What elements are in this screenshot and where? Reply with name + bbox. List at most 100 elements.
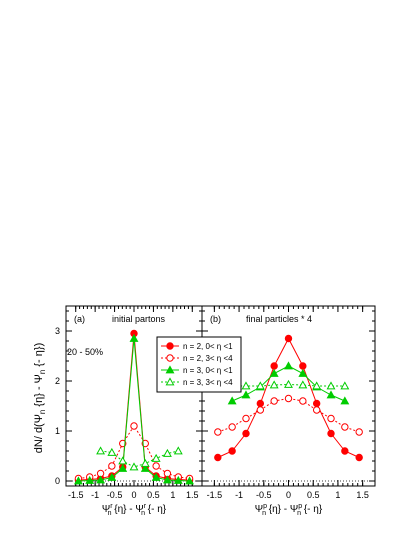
y-tick-label: 0 <box>55 476 60 486</box>
data-point <box>140 458 150 467</box>
data-point <box>312 406 321 414</box>
x-axis-label-part: p <box>263 503 267 510</box>
legend-marker <box>165 365 175 374</box>
data-point <box>129 333 139 342</box>
x-tick-label: 0.5 <box>307 490 320 500</box>
data-point <box>284 394 293 403</box>
data-point <box>326 390 336 399</box>
data-point <box>270 362 278 370</box>
x-tick-label: 0 <box>286 490 291 500</box>
panel-b: -1.5 -1 -0.5 0 0.5 1 1.5 (b) final particles * 4… <box>201 305 376 517</box>
data-point <box>241 381 251 390</box>
data-point <box>298 380 308 389</box>
ylabel-main: dN/ d(Ψ <box>33 414 45 453</box>
series-line <box>78 425 190 479</box>
svg-text:dN/ d(Ψn {η} - Ψn {- η}): dN/ d(Ψn {η} - Ψn {- η}) <box>33 343 47 453</box>
x-tick-label: -1.5 <box>68 490 84 500</box>
data-point <box>312 381 322 390</box>
data-point <box>162 448 172 457</box>
data-point <box>214 453 222 462</box>
data-point <box>327 414 335 423</box>
data-point <box>269 368 279 377</box>
x-axis-label-part: n <box>108 510 112 517</box>
x-tick-label: 0.5 <box>147 490 160 500</box>
data-point <box>152 462 160 470</box>
panel-title: initial partons <box>112 314 166 324</box>
data-point <box>256 399 265 408</box>
data-point <box>162 475 172 484</box>
y-axis-label: dN/ d(Ψn {η} - Ψn {- η}) <box>33 343 47 453</box>
x-tick-label: -1 <box>91 490 99 500</box>
data-point <box>340 396 350 405</box>
series-2 <box>73 333 195 485</box>
data-point <box>118 456 128 465</box>
x-axis-label-part: p <box>298 503 302 510</box>
data-point <box>355 428 363 436</box>
x-axis-label: Ψp n {η} - Ψp n {- η} <box>255 503 323 517</box>
x-tick-label: 1.5 <box>356 490 369 500</box>
x-axis-label-part: {- η} <box>301 504 323 515</box>
x-axis-label-part: n <box>262 510 266 517</box>
panels: -1.5 -1 -0.5 0 0.5 1 1.5 0 1 2 3 (a) initial partons… <box>55 305 376 517</box>
ylabel-mid: {η} - Ψ <box>33 374 45 410</box>
data-point <box>284 379 293 388</box>
data-point <box>269 380 279 389</box>
data-point <box>228 423 236 431</box>
data-point <box>85 475 95 484</box>
x-axis-label-part: n <box>141 510 145 517</box>
data-point <box>96 475 106 484</box>
y-tick-label: 3 <box>55 326 60 336</box>
series-3 <box>227 379 350 390</box>
series-line <box>217 397 360 433</box>
data-point <box>312 399 321 408</box>
legend: n = 2, 0< η <1 n = 2, 3< η <4 n = 3, 0< η … <box>156 336 242 393</box>
x-tick-label: 1 <box>335 490 340 500</box>
legend-label: n = 3, 0< η <1 <box>183 366 233 375</box>
data-point <box>284 361 293 370</box>
data-point <box>284 334 293 343</box>
legend-label: n = 2, 0< η <1 <box>183 342 233 351</box>
data-point <box>270 397 278 405</box>
ylabel-sub2: n <box>38 370 47 374</box>
data-point <box>107 472 117 481</box>
x-tick-label: 1.5 <box>186 490 199 500</box>
data-point <box>173 446 183 455</box>
x-tick-label: -1 <box>235 490 243 500</box>
data-point <box>173 475 183 484</box>
data-point <box>340 381 350 390</box>
data-point <box>341 423 349 431</box>
y-tick-label: 2 <box>55 376 60 386</box>
data-point <box>298 368 308 377</box>
panel-label: (b) <box>210 314 221 324</box>
data-point <box>108 462 116 470</box>
x-axis-label-part: n <box>297 510 301 517</box>
ylabel-sub1: n <box>38 410 47 414</box>
data-point <box>151 453 161 462</box>
x-tick-label: -0.5 <box>256 490 272 500</box>
x-axis-label-part: Ψ <box>102 504 110 515</box>
legend-label: n = 2, 3< η <4 <box>183 354 233 363</box>
x-axis-label-part: {- η} <box>145 504 167 515</box>
x-axis-label-part: Ψ <box>255 504 263 515</box>
data-point <box>185 476 195 485</box>
panel-a: -1.5 -1 -0.5 0 0.5 1 1.5 0 1 2 3 (a) initial partons… <box>55 305 203 517</box>
data-point <box>355 453 363 462</box>
data-point <box>129 462 139 471</box>
data-point <box>228 447 236 455</box>
x-axis-label-part: r <box>144 503 147 510</box>
data-point <box>107 447 117 456</box>
data-point <box>256 406 265 414</box>
data-point <box>299 397 307 405</box>
x-tick-label: -0.5 <box>107 490 123 500</box>
x-axis-label-part: r <box>110 503 113 510</box>
data-point <box>241 390 251 399</box>
panel-title: final particles * 4 <box>246 314 312 324</box>
data-point <box>73 476 83 485</box>
legend-label: n = 3, 3< η <4 <box>183 378 233 387</box>
data-point <box>118 463 128 472</box>
data-point <box>341 447 349 455</box>
legend-marker <box>166 354 174 362</box>
data-point <box>255 381 265 390</box>
x-tick-label: 0 <box>131 490 136 500</box>
x-tick-label: -1.5 <box>207 490 223 500</box>
